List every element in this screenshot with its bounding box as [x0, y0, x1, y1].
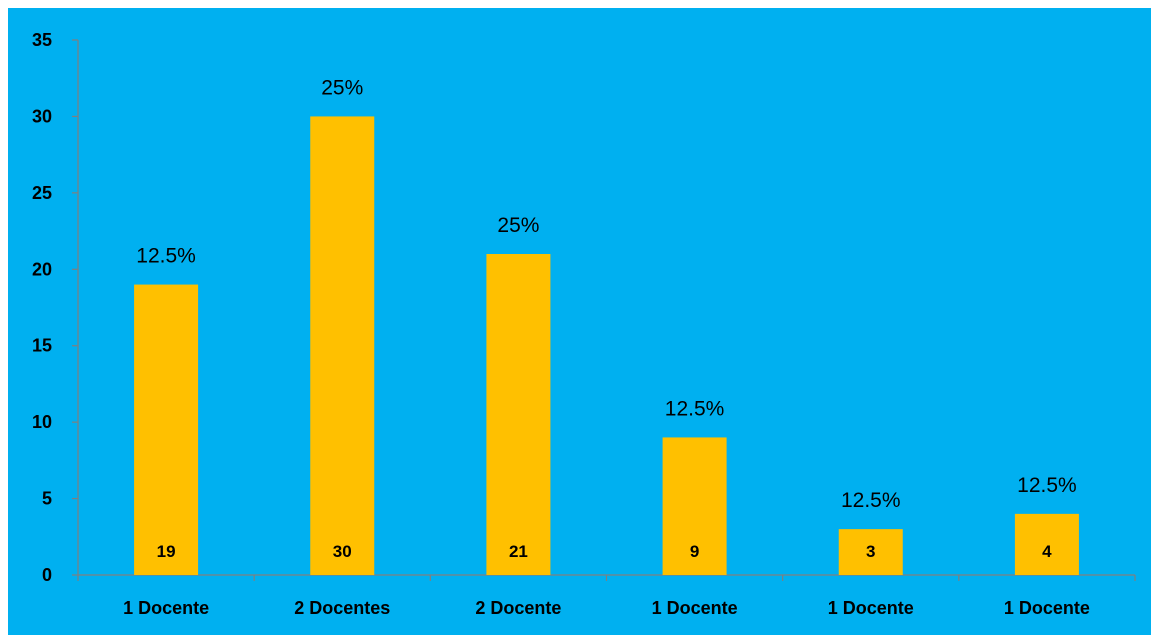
x-tick-label: 1 Docente — [1004, 598, 1090, 618]
y-tick-label: 30 — [32, 106, 52, 126]
bar — [662, 437, 727, 575]
y-tick-label: 35 — [32, 30, 52, 50]
value-label: 21 — [509, 542, 528, 561]
value-label: 4 — [1042, 542, 1052, 561]
percent-labels: 12.5% 25% 25% 12.5% 12.5% 12.5% — [136, 76, 1076, 512]
percent-label: 12.5% — [136, 245, 196, 268]
percent-label: 25% — [321, 76, 363, 99]
bar — [486, 254, 551, 575]
y-tick-label: 10 — [32, 412, 52, 432]
value-label: 3 — [866, 542, 875, 561]
y-axis-ticks: 0 5 10 15 20 25 30 35 — [32, 30, 78, 585]
y-tick-label: 20 — [32, 259, 52, 279]
value-label: 19 — [157, 542, 176, 561]
x-tick-label: 1 Docente — [123, 598, 209, 618]
x-tick-label: 2 Docentes — [294, 598, 390, 618]
y-tick-label: 25 — [32, 183, 52, 203]
value-labels: 19 30 21 9 3 4 — [157, 542, 1053, 561]
y-tick-label: 5 — [42, 489, 52, 509]
percent-label: 12.5% — [841, 489, 901, 512]
x-axis-ticks: 1 Docente 2 Docentes 2 Docente 1 Docente 1 D… — [77, 575, 1136, 618]
bar — [310, 116, 375, 575]
bar — [1014, 513, 1079, 575]
value-label: 9 — [690, 542, 699, 561]
percent-label: 12.5% — [665, 397, 725, 420]
y-tick-label: 0 — [42, 565, 52, 585]
bars — [134, 116, 1079, 575]
value-label: 30 — [333, 542, 352, 561]
bar — [134, 284, 199, 575]
x-tick-label: 1 Docente — [652, 598, 738, 618]
x-tick-label: 2 Docente — [475, 598, 561, 618]
bar — [838, 529, 903, 575]
percent-label: 12.5% — [1017, 474, 1077, 497]
chart-background — [8, 8, 1151, 635]
x-tick-label: 1 Docente — [828, 598, 914, 618]
percent-label: 25% — [497, 214, 539, 237]
y-tick-label: 15 — [32, 336, 52, 356]
